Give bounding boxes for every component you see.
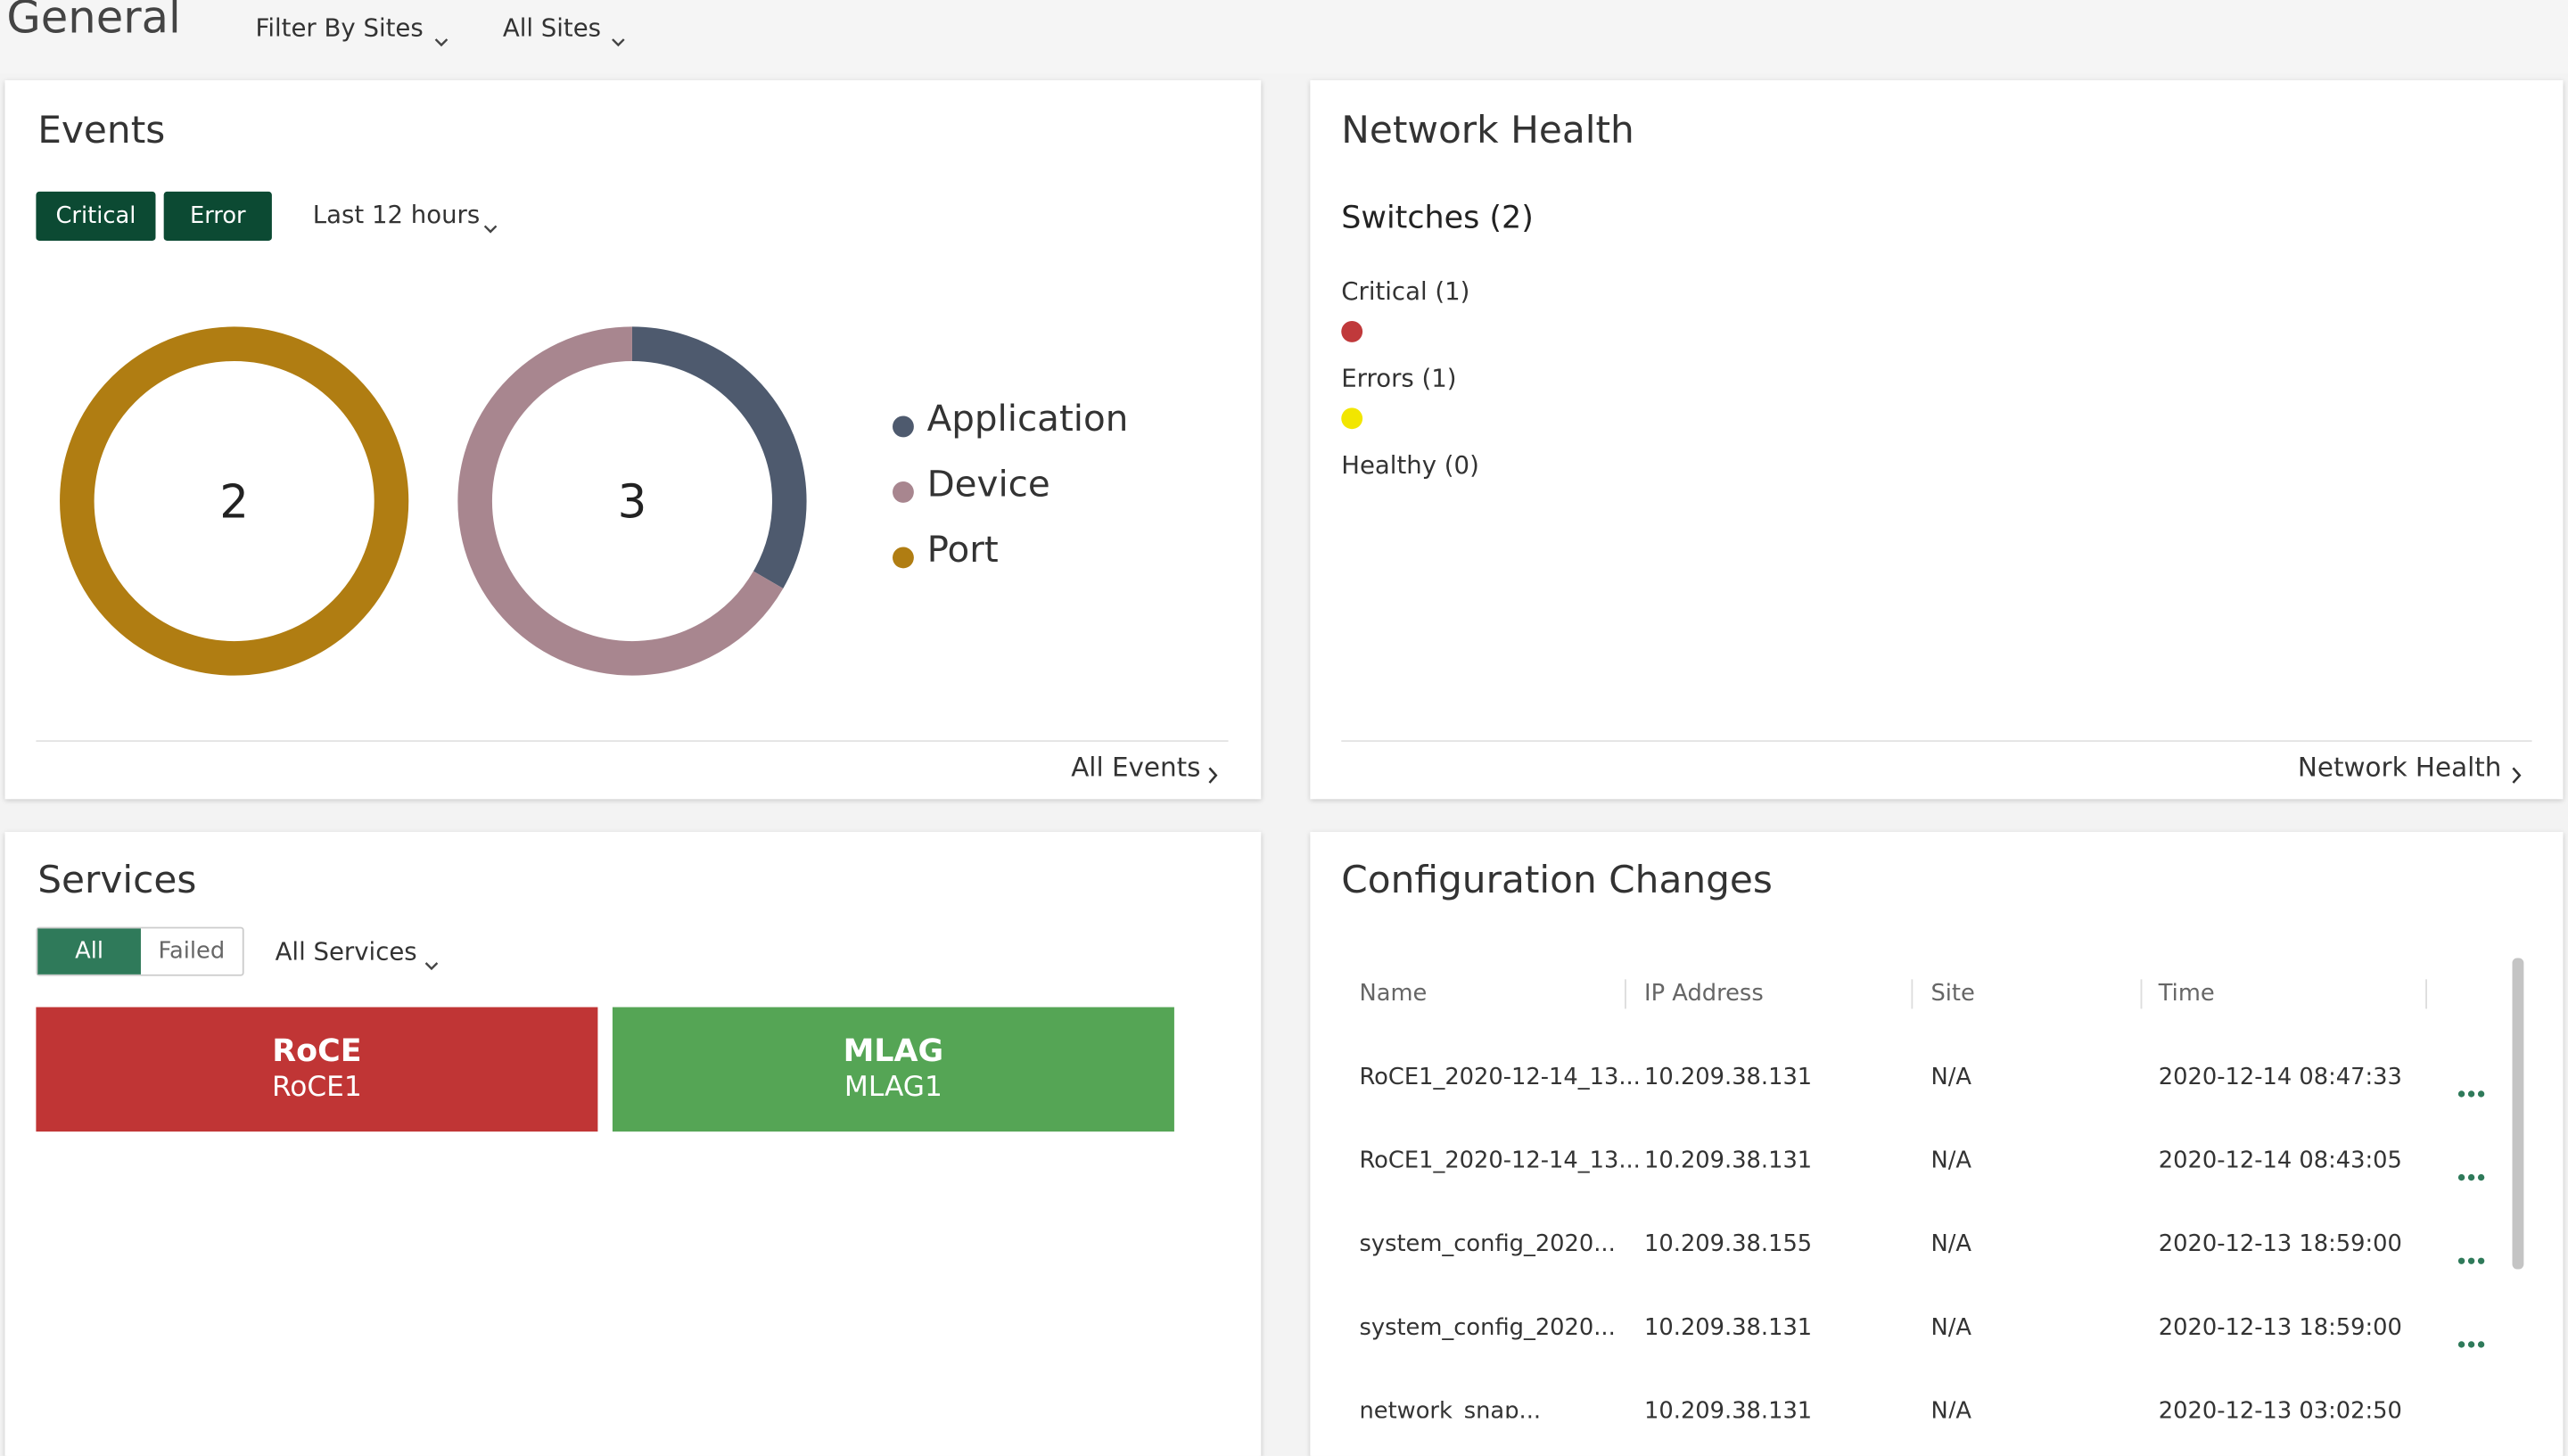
table-cell: 10.209.38.131 xyxy=(1644,1314,1813,1342)
chevron-icon xyxy=(1208,767,1218,784)
row-menu[interactable] xyxy=(2457,1241,2486,1264)
row-menu[interactable] xyxy=(2457,1325,2486,1348)
table-cell: N/A xyxy=(1930,1148,1971,1174)
legend-label: Application xyxy=(926,399,1129,441)
table-cell: 10.209.38.131 xyxy=(1644,1148,1813,1174)
legend-label: Device xyxy=(926,465,1050,506)
status-dot xyxy=(1341,407,1363,430)
table-cell: system_config_2020... xyxy=(1359,1231,1616,1258)
table-cell: 2020-12-14 08:47:33 xyxy=(2158,1064,2402,1091)
services-panel: Services All Failed All Services RoCE RoCE1 ML… xyxy=(4,832,1262,1456)
table-cell: 2020-12-13 18:59:00 xyxy=(2158,1314,2402,1342)
table-cell: RoCE1_2020-12-14_13... xyxy=(1359,1064,1641,1091)
column-header: IP Address xyxy=(1644,981,1764,1008)
divider xyxy=(1341,740,2532,743)
table-cell: N/A xyxy=(1930,1314,1971,1342)
chevron-icon xyxy=(2512,767,2522,784)
service-instance: RoCE1 xyxy=(271,1071,362,1104)
divider xyxy=(36,740,1229,743)
table-cell: 2020-12-13 03:02:50 xyxy=(2158,1398,2402,1419)
status-label: Errors (1) xyxy=(1341,363,1457,393)
chevron-down xyxy=(424,947,440,978)
donut-segment xyxy=(60,326,409,676)
chevron-down xyxy=(611,23,626,54)
header: General Filter By Sites All Sites xyxy=(0,0,2568,74)
service-tile[interactable]: MLAG MLAG1 xyxy=(612,1007,1174,1132)
row-menu[interactable] xyxy=(2457,1409,2486,1419)
subtitle: Switches (2) xyxy=(1341,200,1534,236)
table-cell: 2020-12-14 08:43:05 xyxy=(2158,1148,2402,1174)
services-dropdown[interactable]: All Services xyxy=(275,936,417,967)
tab[interactable]: Failed xyxy=(158,938,226,965)
table-cell: N/A xyxy=(1930,1398,1971,1419)
tab[interactable]: All xyxy=(37,928,141,975)
table-cell: 10.209.38.131 xyxy=(1644,1064,1813,1091)
legend-dot xyxy=(893,481,914,503)
more-icon xyxy=(2457,1090,2485,1098)
chevron-icon xyxy=(612,38,625,47)
status-dot xyxy=(1341,320,1363,342)
column-header: Site xyxy=(1930,981,1975,1008)
chevron-down xyxy=(434,23,449,54)
donut-total: 2 xyxy=(219,475,249,529)
row-menu[interactable] xyxy=(2457,1158,2486,1181)
service-tile[interactable]: RoCE RoCE1 xyxy=(36,1007,598,1132)
chevron-down xyxy=(483,210,498,241)
table-scroll: Name IP Address Site Time RoCE1_2020-12-14_1… xyxy=(1310,947,2563,1419)
status-label: Healthy (0) xyxy=(1341,450,1479,481)
donut-segment xyxy=(457,326,807,676)
legend-dot xyxy=(893,547,914,569)
scrollbar xyxy=(2512,958,2524,1270)
page-title: General xyxy=(6,0,181,45)
panel-title: Services xyxy=(37,860,197,903)
config-panel: Configuration Changes Name IP Address Site T… xyxy=(1310,832,2564,1456)
service-name: RoCE xyxy=(272,1032,362,1070)
more-icon xyxy=(2457,1257,2485,1264)
panel-title: Configuration Changes xyxy=(1341,860,1773,903)
more-icon xyxy=(2457,1173,2485,1181)
service-instance: MLAG1 xyxy=(844,1071,942,1104)
chevron-icon xyxy=(424,962,439,971)
service-name: MLAG xyxy=(843,1032,944,1070)
legend-dot xyxy=(893,415,914,438)
filter-button[interactable]: Critical xyxy=(36,191,156,241)
column-separator xyxy=(1911,979,1914,1009)
events-panel: Events Critical Error Last 12 hours 2 3 Applic… xyxy=(4,79,1262,800)
tab-group: All Failed xyxy=(36,926,244,976)
column-separator xyxy=(2425,979,2427,1009)
filter-dropdown[interactable]: Filter By Sites xyxy=(255,12,424,43)
chevron-right xyxy=(2511,760,2523,791)
sites-dropdown[interactable]: All Sites xyxy=(502,12,602,43)
donut-total: 3 xyxy=(618,475,647,529)
filter-button[interactable]: Error xyxy=(163,191,272,241)
column-separator xyxy=(2140,979,2143,1009)
row-menu[interactable] xyxy=(2457,1074,2486,1098)
range-dropdown[interactable]: Last 12 hours xyxy=(312,200,481,230)
panel-title: Network Health xyxy=(1341,110,1634,152)
column-header: Name xyxy=(1359,981,1428,1008)
chevron-icon xyxy=(483,225,498,234)
table-cell: system_config_2020... xyxy=(1359,1314,1616,1342)
link[interactable]: Network Health xyxy=(2297,752,2502,783)
table-cell: 2020-12-13 18:59:00 xyxy=(2158,1231,2402,1258)
table-cell: 10.209.38.155 xyxy=(1644,1231,1813,1258)
chevron-icon xyxy=(434,38,449,47)
table-cell: N/A xyxy=(1930,1064,1971,1091)
link[interactable]: All Events xyxy=(1071,752,1201,783)
more-icon xyxy=(2457,1341,2485,1348)
column-header: Time xyxy=(2158,981,2215,1008)
table-cell: network_snap... xyxy=(1359,1398,1542,1419)
status-label: Critical (1) xyxy=(1341,276,1470,307)
column-separator xyxy=(1625,979,1626,1009)
legend-label: Port xyxy=(926,531,999,572)
table-cell: RoCE1_2020-12-14_13... xyxy=(1359,1148,1641,1174)
table-cell: N/A xyxy=(1930,1231,1971,1258)
panel-title: Events xyxy=(37,110,166,152)
table-cell: 10.209.38.131 xyxy=(1644,1398,1813,1419)
chevron-right xyxy=(1207,760,1219,791)
network-health-panel: Network Health Switches (2) Critical (1) Er… xyxy=(1310,79,2564,800)
